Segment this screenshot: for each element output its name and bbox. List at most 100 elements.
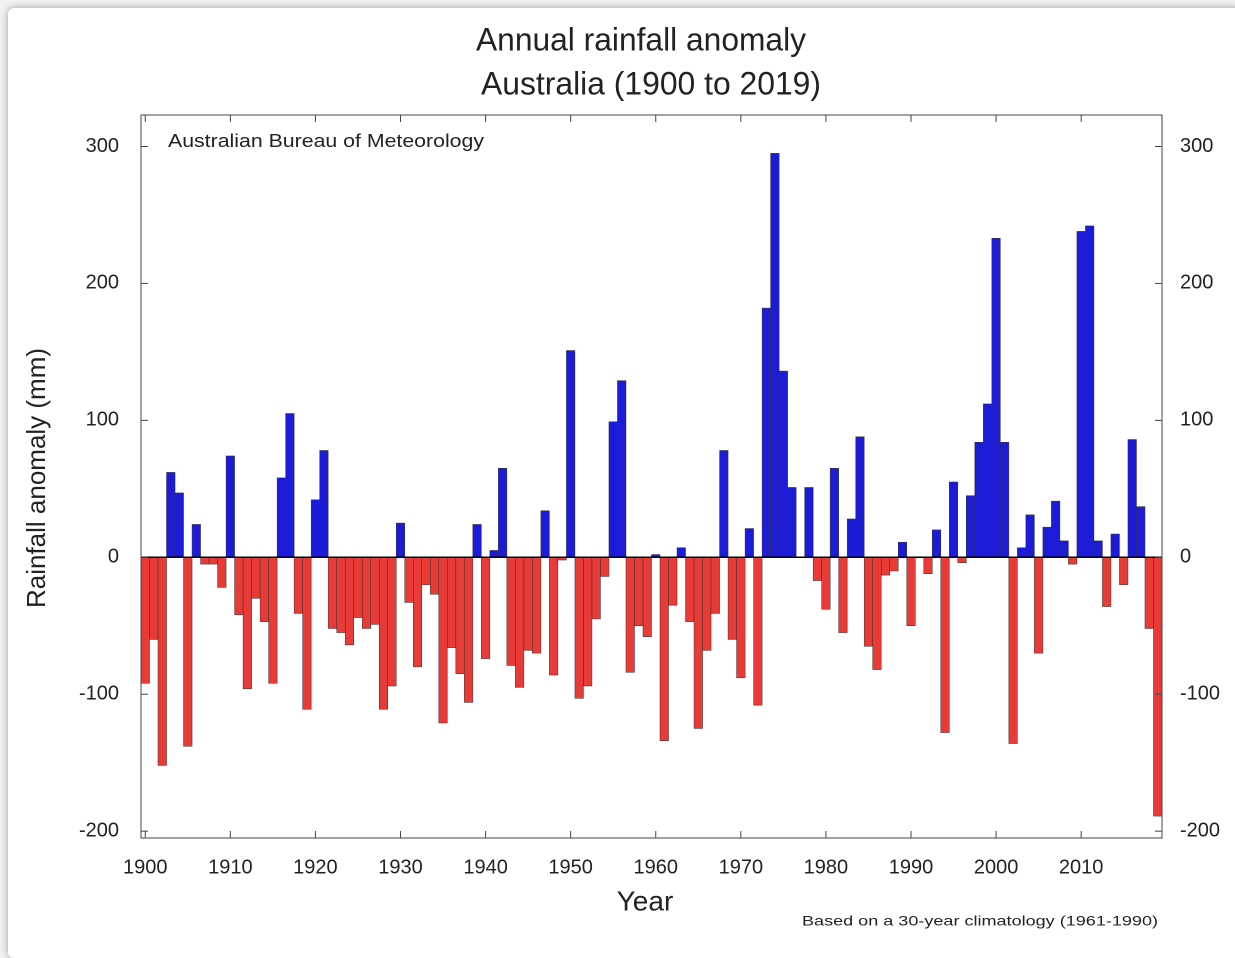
x-tick-label: 1900 xyxy=(123,856,168,878)
bar xyxy=(932,529,942,558)
bar xyxy=(608,421,618,558)
bar xyxy=(906,557,916,627)
bar xyxy=(863,557,873,647)
y2-tick-label: 0 xyxy=(1180,546,1191,568)
bar xyxy=(251,557,261,599)
bar xyxy=(353,557,363,618)
bar xyxy=(472,524,482,558)
bar xyxy=(464,557,474,703)
bar xyxy=(846,518,856,558)
bar xyxy=(200,557,210,565)
bar xyxy=(217,557,227,588)
bar xyxy=(838,557,848,633)
bar xyxy=(727,557,737,640)
bar xyxy=(685,557,695,622)
bar xyxy=(310,499,320,558)
bar xyxy=(506,557,516,666)
bar xyxy=(1093,540,1103,558)
bar xyxy=(1076,231,1086,558)
bar xyxy=(370,557,380,625)
bar xyxy=(1000,442,1010,558)
bar xyxy=(991,237,1001,558)
y-axis-label: Rainfall anomaly (mm) xyxy=(21,348,51,608)
bar xyxy=(744,528,754,558)
bar xyxy=(413,557,423,668)
bar xyxy=(812,557,822,581)
bar xyxy=(957,557,967,564)
bar xyxy=(387,557,397,687)
y-tick-label: -200 xyxy=(79,819,119,841)
x-axis-label: Year xyxy=(617,885,674,916)
bar xyxy=(719,450,729,558)
bar xyxy=(1085,225,1095,558)
bar xyxy=(455,557,465,674)
x-tick-label: 1980 xyxy=(804,856,849,878)
y-tick-label: -100 xyxy=(79,683,119,705)
bar xyxy=(880,557,890,576)
bar xyxy=(191,524,201,558)
bar xyxy=(259,557,269,622)
x-tick-label: 1940 xyxy=(463,856,508,878)
bar xyxy=(710,557,720,614)
y2-tick-label: 200 xyxy=(1180,272,1213,294)
bar xyxy=(1119,557,1129,585)
bar xyxy=(676,547,686,558)
note: Based on a 30-year climatology (1961-199… xyxy=(802,913,1158,929)
y-tick-label: 100 xyxy=(86,409,119,431)
bar xyxy=(549,557,559,676)
x-tick-label: 2010 xyxy=(1059,856,1104,878)
bar xyxy=(634,557,644,627)
bar xyxy=(242,557,252,689)
bar xyxy=(1034,557,1044,654)
bar xyxy=(600,557,610,577)
bar xyxy=(268,557,278,684)
bar xyxy=(1025,514,1035,558)
bar xyxy=(770,153,780,558)
bar xyxy=(404,557,414,603)
bar xyxy=(949,481,959,558)
bar xyxy=(327,557,337,629)
bar xyxy=(1144,557,1154,629)
y2-tick-label: 100 xyxy=(1180,409,1213,431)
bar xyxy=(378,557,388,710)
bar xyxy=(208,557,218,565)
bar xyxy=(166,472,176,558)
x-tick-label: 2000 xyxy=(974,856,1019,878)
bar xyxy=(183,557,193,747)
bar xyxy=(481,557,491,659)
bar xyxy=(225,455,235,558)
bar xyxy=(532,557,542,654)
bar xyxy=(285,413,295,558)
bar xyxy=(1153,557,1163,817)
bar xyxy=(897,541,907,558)
y2-tick-label: -200 xyxy=(1180,819,1220,841)
chart-subtitle: Australia (1900 to 2019) xyxy=(481,65,821,101)
bar xyxy=(753,557,763,706)
bar xyxy=(523,557,533,651)
bar xyxy=(855,436,865,558)
bar xyxy=(396,522,406,558)
y2-tick-label: -100 xyxy=(1180,683,1220,705)
bar xyxy=(498,468,508,558)
bar xyxy=(344,557,354,646)
bar xyxy=(923,557,933,574)
bar xyxy=(821,557,831,610)
x-tick-label: 1930 xyxy=(378,856,423,878)
bar xyxy=(804,487,814,558)
bar xyxy=(174,492,184,558)
bar xyxy=(1017,547,1027,558)
bar xyxy=(361,557,371,629)
bar xyxy=(234,557,244,616)
bar xyxy=(447,557,457,648)
bar xyxy=(1136,506,1146,558)
bar xyxy=(583,557,593,687)
bar xyxy=(1008,557,1018,744)
bar xyxy=(566,350,576,558)
bar xyxy=(1042,526,1052,558)
bar xyxy=(617,380,627,558)
bar xyxy=(421,557,431,585)
bar xyxy=(293,557,303,614)
bar xyxy=(302,557,312,710)
bar xyxy=(787,487,797,558)
